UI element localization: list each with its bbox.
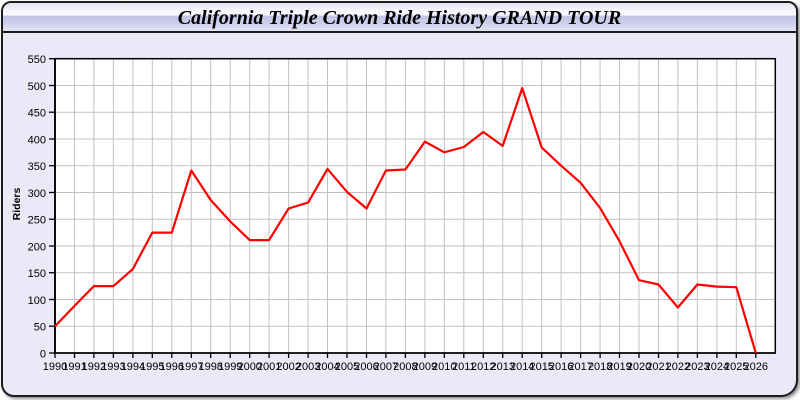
svg-text:1997: 1997 bbox=[179, 361, 203, 373]
svg-text:1991: 1991 bbox=[62, 361, 86, 373]
svg-text:2018: 2018 bbox=[588, 361, 612, 373]
svg-text:400: 400 bbox=[28, 135, 46, 147]
svg-text:Riders: Riders bbox=[11, 188, 23, 221]
svg-text:350: 350 bbox=[28, 161, 46, 173]
svg-text:2017: 2017 bbox=[568, 361, 592, 373]
svg-text:2019: 2019 bbox=[607, 361, 631, 373]
svg-text:550: 550 bbox=[28, 54, 46, 66]
svg-text:2011: 2011 bbox=[452, 361, 476, 373]
svg-text:50: 50 bbox=[34, 322, 46, 334]
svg-text:2023: 2023 bbox=[685, 361, 709, 373]
svg-text:0: 0 bbox=[40, 349, 46, 361]
svg-text:1999: 1999 bbox=[218, 361, 242, 373]
svg-text:2022: 2022 bbox=[666, 361, 690, 373]
svg-text:2024: 2024 bbox=[705, 361, 729, 373]
svg-text:250: 250 bbox=[28, 215, 46, 227]
svg-text:150: 150 bbox=[28, 268, 46, 280]
svg-text:2002: 2002 bbox=[276, 361, 300, 373]
svg-text:2025: 2025 bbox=[724, 361, 748, 373]
svg-text:2015: 2015 bbox=[529, 361, 553, 373]
svg-text:2014: 2014 bbox=[510, 361, 534, 373]
svg-text:2007: 2007 bbox=[374, 361, 398, 373]
svg-text:2000: 2000 bbox=[237, 361, 261, 373]
svg-text:2026: 2026 bbox=[744, 361, 768, 373]
svg-text:2010: 2010 bbox=[432, 361, 456, 373]
svg-text:2013: 2013 bbox=[490, 361, 514, 373]
svg-text:1994: 1994 bbox=[121, 361, 145, 373]
svg-text:2005: 2005 bbox=[335, 361, 359, 373]
svg-text:200: 200 bbox=[28, 242, 46, 254]
svg-text:1990: 1990 bbox=[43, 361, 67, 373]
svg-text:2004: 2004 bbox=[315, 361, 339, 373]
svg-text:100: 100 bbox=[28, 295, 46, 307]
svg-text:2001: 2001 bbox=[257, 361, 281, 373]
svg-text:1998: 1998 bbox=[198, 361, 222, 373]
svg-text:2012: 2012 bbox=[471, 361, 495, 373]
svg-text:2020: 2020 bbox=[627, 361, 651, 373]
svg-text:2003: 2003 bbox=[296, 361, 320, 373]
svg-text:500: 500 bbox=[28, 81, 46, 93]
svg-text:1993: 1993 bbox=[101, 361, 125, 373]
svg-text:1992: 1992 bbox=[82, 361, 106, 373]
svg-text:2009: 2009 bbox=[413, 361, 437, 373]
svg-text:450: 450 bbox=[28, 108, 46, 120]
svg-text:2021: 2021 bbox=[646, 361, 670, 373]
svg-text:1995: 1995 bbox=[140, 361, 164, 373]
svg-text:2008: 2008 bbox=[393, 361, 417, 373]
svg-text:1996: 1996 bbox=[160, 361, 184, 373]
svg-text:2016: 2016 bbox=[549, 361, 573, 373]
svg-text:2006: 2006 bbox=[354, 361, 378, 373]
svg-text:300: 300 bbox=[28, 188, 46, 200]
